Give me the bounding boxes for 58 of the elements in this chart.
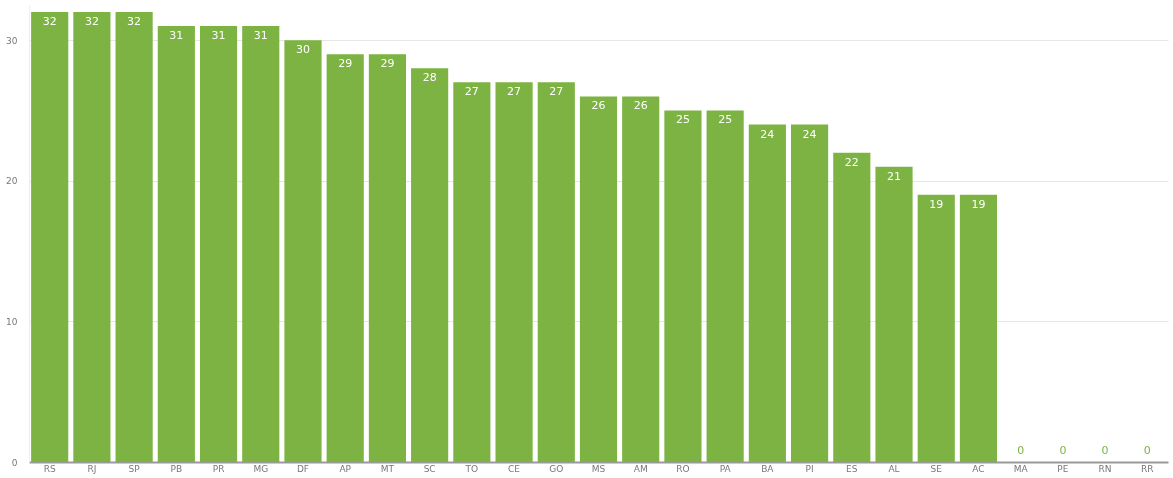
x-tick-label: PI [805, 463, 814, 474]
x-tick-label: PB [170, 463, 183, 474]
x-tick-label: TO [464, 463, 479, 474]
data-label: 21 [887, 169, 902, 183]
data-label: 31 [253, 29, 268, 43]
x-tick-label: ES [846, 463, 858, 474]
data-label: 27 [507, 85, 522, 99]
data-label: 0 [1059, 444, 1067, 457]
x-tick-label: GO [549, 463, 564, 474]
x-tick-label: BA [761, 463, 775, 474]
data-label: 25 [675, 113, 690, 127]
x-tick-label: RS [43, 463, 56, 474]
x-tick-label: RN [1098, 463, 1112, 474]
x-tick-label: DF [296, 463, 310, 474]
data-label: 31 [211, 29, 226, 43]
data-label: 26 [591, 99, 606, 113]
data-label: 24 [802, 127, 817, 141]
x-tick-label: RR [1141, 463, 1154, 474]
data-label: 31 [169, 29, 184, 43]
x-tick-label: SC [423, 463, 436, 474]
data-label: 28 [422, 71, 437, 85]
x-tick-label: RO [676, 463, 690, 474]
data-label: 29 [338, 57, 353, 71]
x-tick-label: RJ [87, 463, 97, 474]
x-tick-label: CE [508, 463, 521, 474]
data-label: 0 [1017, 444, 1025, 457]
x-tick-label: AL [888, 463, 900, 474]
y-tick-label: 30 [6, 35, 18, 46]
data-label: 32 [84, 15, 99, 29]
x-tick-label: AM [633, 463, 648, 474]
data-label: 30 [295, 43, 310, 57]
x-tick-label: PE [1057, 463, 1069, 474]
data-label: 0 [1143, 444, 1151, 457]
x-tick-label: AP [339, 463, 352, 474]
y-tick-label: 20 [6, 176, 18, 187]
y-tick-label: 10 [6, 316, 18, 327]
data-label: 32 [42, 15, 57, 29]
data-label: 0 [1101, 444, 1109, 457]
data-label: 32 [127, 15, 142, 29]
data-label: 22 [844, 155, 859, 169]
y-tick-label: 0 [11, 457, 18, 468]
data-label: 19 [929, 197, 944, 211]
x-tick-label: SP [128, 463, 141, 474]
data-label: 29 [380, 57, 395, 71]
data-label: 27 [464, 85, 479, 99]
data-label: 25 [718, 113, 733, 127]
data-label: 27 [549, 85, 564, 99]
x-tick-label: MS [591, 463, 606, 474]
data-label: 24 [760, 127, 775, 141]
x-tick-label: MG [253, 463, 269, 474]
data-label: 19 [971, 197, 986, 211]
x-tick-label: MA [1013, 463, 1029, 474]
x-tick-label: SE [930, 463, 943, 474]
data-label: 26 [633, 99, 648, 113]
x-tick-label: AC [972, 463, 985, 474]
x-tick-label: PR [212, 463, 225, 474]
x-tick-label: PA [719, 463, 732, 474]
x-tick-label: MT [380, 463, 395, 474]
